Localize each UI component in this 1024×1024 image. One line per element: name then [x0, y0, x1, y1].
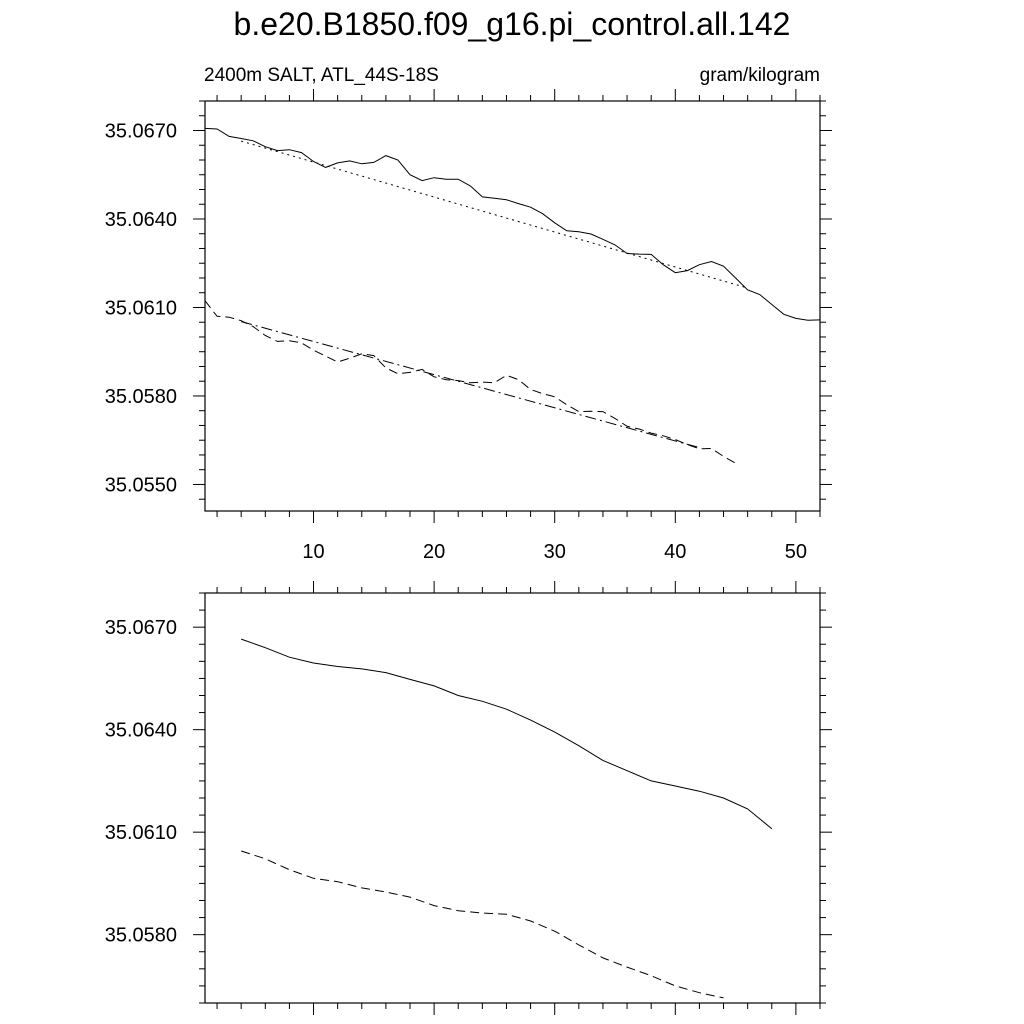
y-tick-label: 35.0580	[105, 925, 177, 947]
x-tick-label: 20	[423, 541, 445, 563]
chart-title: b.e20.B1850.f09_g16.pi_control.all.142	[233, 6, 791, 42]
series-line-dashed	[204, 300, 736, 464]
y-tick-label: 35.0550	[105, 474, 177, 496]
y-tick-label: 35.0640	[105, 209, 177, 231]
series-line-solid	[204, 127, 821, 321]
y-tick-label: 35.0610	[105, 822, 177, 844]
plot-frame	[204, 592, 821, 1004]
x-tick-label: 40	[664, 541, 686, 563]
y-tick-label: 35.0640	[105, 720, 177, 742]
series-line-solid	[241, 638, 773, 830]
chart-subtitle-units: gram/kilogram	[699, 65, 820, 86]
x-tick-label: 10	[302, 541, 324, 563]
x-tick-label: 50	[785, 541, 807, 563]
y-tick-label: 35.0670	[105, 617, 177, 639]
y-tick-label: 35.0670	[105, 120, 177, 142]
series-line-dotted	[241, 140, 748, 289]
series-line-dashdot	[241, 321, 700, 449]
y-tick-label: 35.0580	[105, 386, 177, 408]
y-tick-label: 35.0610	[105, 297, 177, 319]
chart-subtitle-variable: 2400m SALT, ATL_44S-18S	[204, 65, 439, 86]
top-panel: 10 20 30 40 50 35.0550 35.0580 35.0610 35.0640 35…	[105, 89, 832, 563]
x-tick-label: 30	[544, 541, 566, 563]
series-line-dashed	[241, 850, 724, 999]
plot-frame	[204, 100, 821, 512]
bottom-panel: 35.0580 35.0610 35.0640 35.0670	[105, 581, 832, 1015]
